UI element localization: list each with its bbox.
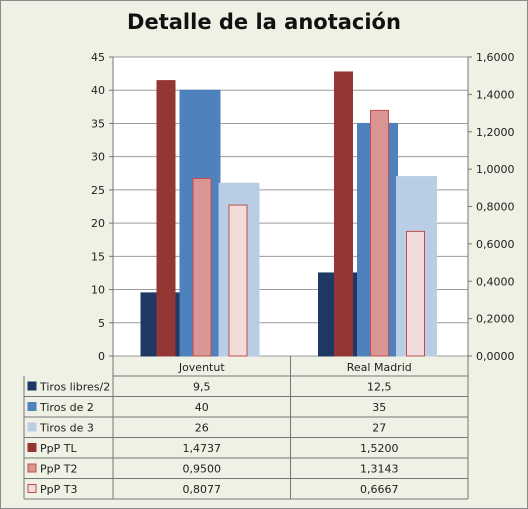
legend-label: PpP T2: [40, 463, 77, 476]
left-tick-label: 15: [91, 250, 105, 263]
chart-title: Detalle de la anotación: [127, 10, 401, 34]
data-label: 27: [372, 422, 386, 435]
right-tick-label: 0,4000: [476, 275, 515, 288]
right-tick-label: 0,6000: [476, 238, 515, 251]
legend-key: [27, 402, 37, 411]
left-tick-label: 40: [91, 84, 105, 97]
bar-ppp-tl-real-madrid: [334, 71, 353, 357]
legend-key: [27, 463, 37, 473]
legend-label: Tiros de 2: [39, 401, 94, 414]
bar-ppp-tl-joventut: [156, 80, 176, 357]
legend-label: PpP T3: [40, 483, 77, 496]
legend-key: [27, 443, 37, 452]
right-tick-label: 0,8000: [476, 201, 515, 214]
data-label: 12,5: [367, 381, 392, 394]
data-label: 0,9500: [183, 463, 222, 476]
left-tick-label: 30: [91, 151, 105, 164]
right-tick-label: 0,0000: [476, 350, 515, 363]
legend-key: [27, 381, 37, 391]
data-label: 40: [195, 401, 209, 414]
data-label: 1,3143: [360, 463, 399, 476]
data-label: 26: [195, 422, 209, 435]
legend-label: Tiros de 3: [39, 422, 94, 435]
data-label: 0,6667: [360, 483, 399, 496]
legend-label: PpP TL: [40, 442, 77, 455]
data-label: 35: [372, 401, 386, 414]
left-tick-label: 5: [98, 317, 105, 330]
category-label: Joventut: [178, 361, 226, 374]
legend-label: Tiros libres/2: [39, 381, 110, 394]
bar-ppp-t2-real-madrid: [370, 109, 389, 357]
data-label: 0,8077: [183, 483, 222, 496]
bar-ppp-t3-joventut: [228, 204, 248, 357]
right-tick-label: 1,4000: [476, 88, 515, 101]
legend-key: [27, 484, 37, 493]
left-tick-label: 10: [91, 284, 105, 297]
bar-ppp-t3-real-madrid: [406, 230, 425, 357]
data-label: 1,5200: [360, 442, 399, 455]
left-tick-label: 35: [91, 117, 105, 130]
data-label: 1,4737: [183, 442, 222, 455]
category-label: Real Madrid: [347, 361, 412, 374]
right-tick-label: 0,2000: [476, 313, 515, 326]
left-tick-label: 0: [98, 350, 105, 363]
left-tick-label: 25: [91, 184, 105, 197]
legend-key: [27, 422, 37, 432]
left-tick-label: 45: [91, 51, 105, 64]
data-label: 9,5: [193, 381, 211, 394]
left-tick-label: 20: [91, 217, 105, 230]
bar-ppp-t2-joventut: [192, 177, 212, 357]
right-tick-label: 1,6000: [476, 51, 515, 64]
right-tick-label: 1,2000: [476, 126, 515, 139]
right-tick-label: 1,0000: [476, 163, 515, 176]
